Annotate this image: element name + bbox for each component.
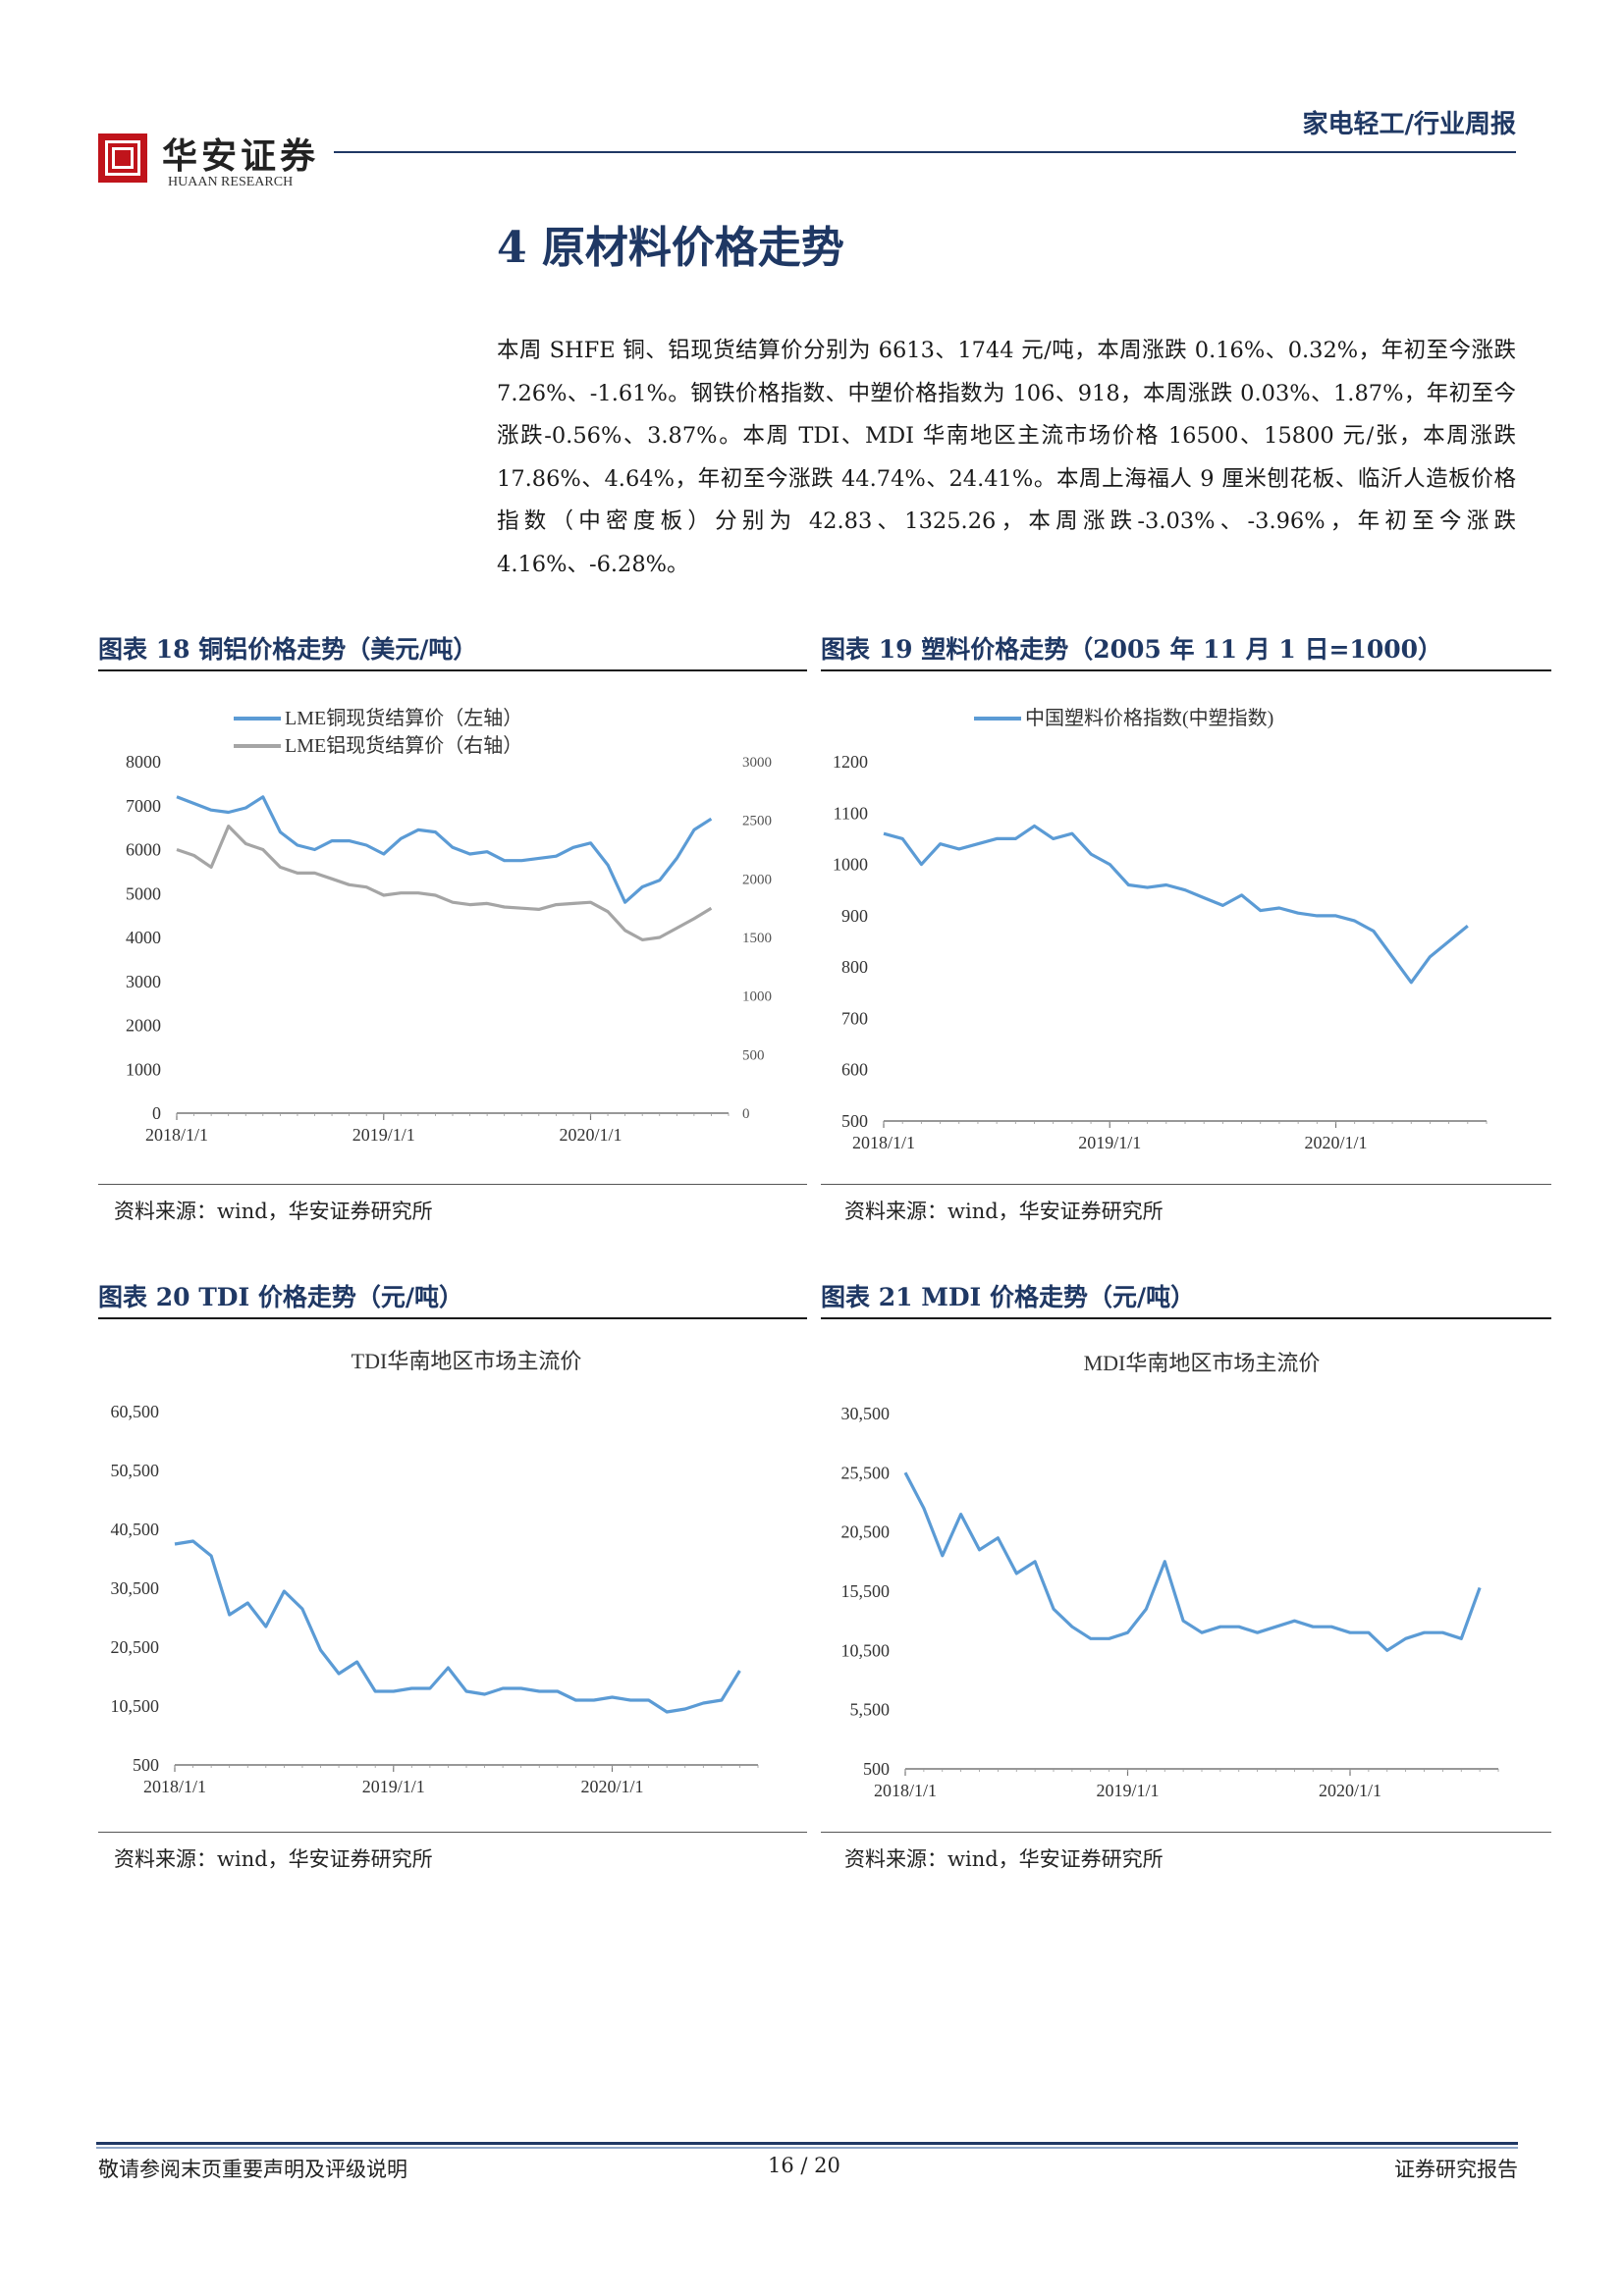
fig19-chart: 500 600 700 800 900 1000 1100 1200 2018/1/1 2019/… [833, 707, 1488, 1152]
y2-tick-label: 2000 [742, 872, 772, 887]
fig20-chart: TDI华南地区市场主流价 500 10,500 20,500 30,500 40,500 5… [111, 1349, 759, 1796]
fig20-top-rule [98, 1317, 807, 1319]
y-tick-label: 25,500 [841, 1463, 891, 1482]
y-tick-label: 6000 [126, 840, 161, 860]
footer-report-type: 证券研究报告 [1394, 2158, 1518, 2181]
x-tick-label: 2020/1/1 [559, 1125, 622, 1145]
x-tick-label: 2018/1/1 [145, 1125, 208, 1145]
y-tick-label: 20,500 [841, 1522, 891, 1542]
fig21-top-rule [821, 1317, 1551, 1319]
y-tick-label: 5,500 [850, 1700, 891, 1720]
fig18-bottom-rule [98, 1184, 807, 1185]
y-tick-label: 500 [841, 1111, 868, 1131]
y-tick-label: 0 [152, 1103, 161, 1123]
y2-tick-label: 3000 [742, 755, 772, 771]
y-tick-label: 600 [841, 1060, 868, 1080]
y-tick-label: 2000 [126, 1016, 161, 1036]
y-tick-label: 1000 [833, 855, 868, 875]
legend-label-1: 中国塑料价格指数(中塑指数) [1025, 707, 1273, 729]
y2-tick-label: 500 [742, 1047, 765, 1063]
footer-rule [96, 2142, 1518, 2145]
y-tick-label: 4000 [126, 928, 161, 947]
y-tick-label: 500 [133, 1755, 159, 1775]
y-tick-label: 20,500 [111, 1637, 160, 1657]
fig21-chart: MDI华南地区市场主流价 500 5,500 10,500 15,500 20,500 25… [841, 1351, 1499, 1800]
y-tick-label: 900 [841, 906, 868, 926]
header-rule [334, 151, 1516, 153]
fig19-source: 资料来源：wind，华安证券研究所 [844, 1200, 1164, 1223]
section-title: 4 原材料价格走势 [497, 223, 844, 273]
x-tick-label: 2019/1/1 [352, 1125, 415, 1145]
series-line-1 [174, 1539, 741, 1714]
logo-chinese-name: 华安证券 [162, 135, 320, 177]
y-tick-label: 60,500 [111, 1402, 160, 1421]
fig21-bottom-rule [821, 1832, 1551, 1833]
fig18-source: 资料来源：wind，华安证券研究所 [114, 1200, 433, 1223]
fig18-chart: 0 1000 2000 3000 4000 5000 6000 7000 8000 0 500 100… [126, 707, 772, 1145]
fig21-source: 资料来源：wind，华安证券研究所 [844, 1847, 1164, 1871]
y-tick-label: 8000 [126, 752, 161, 772]
fig20-title: 图表 20 TDI 价格走势（元/吨） [98, 1283, 464, 1311]
y-tick-label: 7000 [126, 796, 161, 816]
fig20-bottom-rule [98, 1832, 807, 1833]
y-tick-label: 30,500 [111, 1578, 160, 1598]
legend-label-1: LME铜现货结算价（左轴） [285, 707, 522, 729]
x-tick-label: 2020/1/1 [1304, 1133, 1367, 1152]
x-tick-label: 2018/1/1 [852, 1133, 915, 1152]
y2-tick-label: 1500 [742, 931, 772, 946]
fig19-bottom-rule [821, 1184, 1551, 1185]
y-tick-label: 50,500 [111, 1461, 160, 1480]
legend-label-2: LME铝现货结算价（右轴） [285, 734, 522, 757]
report-category: 家电轻工/行业周报 [1302, 110, 1517, 139]
y-tick-label: 15,500 [841, 1581, 891, 1601]
fig20-source: 资料来源：wind，华安证券研究所 [114, 1847, 433, 1871]
y-tick-label: 1100 [834, 803, 868, 823]
x-tick-label: 2020/1/1 [1319, 1781, 1381, 1800]
x-tick-label: 2019/1/1 [362, 1777, 425, 1796]
y-tick-label: 40,500 [111, 1520, 160, 1539]
page-number: 16 / 20 [768, 2154, 840, 2177]
footer-disclaimer: 敬请参阅末页重要声明及评级说明 [98, 2158, 407, 2181]
x-tick-label: 2020/1/1 [580, 1777, 643, 1796]
y2-tick-label: 1000 [742, 989, 772, 1005]
y-tick-label: 10,500 [111, 1696, 160, 1716]
section-paragraph: 本周 SHFE 铜、铝现货结算价分别为 6613、1744 元/吨，本周涨跌 0… [497, 338, 1516, 577]
y-tick-label: 1200 [833, 752, 868, 772]
series-line-2 [176, 825, 713, 941]
x-tick-label: 2018/1/1 [874, 1781, 937, 1800]
y-tick-label: 500 [863, 1759, 890, 1779]
chart-title: TDI华南地区市场主流价 [352, 1349, 582, 1373]
chart-title: MDI华南地区市场主流价 [1084, 1351, 1321, 1375]
y-tick-label: 1000 [126, 1059, 161, 1079]
x-tick-label: 2018/1/1 [143, 1777, 206, 1796]
y-tick-label: 3000 [126, 972, 161, 991]
footer-rule-secondary [96, 2147, 1518, 2149]
logo-english-name: HUAAN RESEARCH [168, 175, 294, 189]
company-logo-icon [98, 133, 147, 183]
series-line-1 [903, 1471, 1482, 1652]
x-tick-label: 2019/1/1 [1078, 1133, 1141, 1152]
y2-tick-label: 2500 [742, 814, 772, 829]
x-tick-label: 2019/1/1 [1096, 1781, 1159, 1800]
y-tick-label: 800 [841, 957, 868, 977]
y-tick-label: 10,500 [841, 1640, 891, 1660]
fig19-top-rule [821, 669, 1551, 671]
y-tick-label: 5000 [126, 883, 161, 903]
y-tick-label: 700 [841, 1008, 868, 1028]
y-tick-label: 30,500 [841, 1404, 891, 1423]
fig18-top-rule [98, 669, 807, 671]
fig18-title: 图表 18 铜铝价格走势（美元/吨） [98, 635, 478, 664]
series-line-1 [883, 824, 1469, 985]
fig21-title: 图表 21 MDI 价格走势（元/吨） [821, 1283, 1196, 1311]
series-line-1 [176, 795, 713, 904]
y2-tick-label: 0 [742, 1106, 750, 1122]
fig19-title: 图表 19 塑料价格走势（2005 年 11 月 1 日=1000） [821, 635, 1443, 664]
